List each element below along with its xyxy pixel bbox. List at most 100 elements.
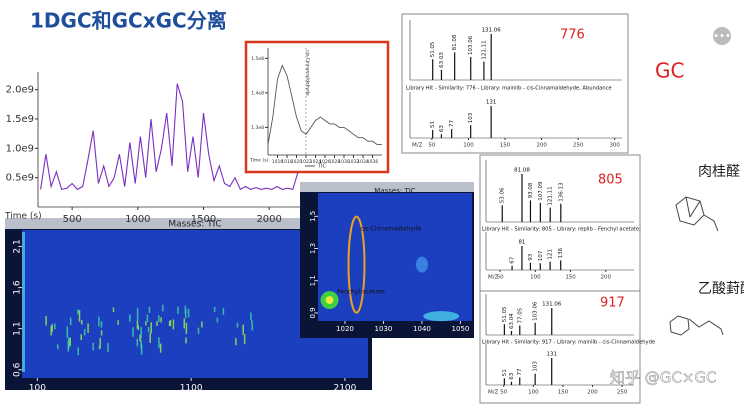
slide-title: 1DGC和GCxGC分离 (30, 9, 227, 33)
x-tick-label: 100 (530, 275, 541, 281)
blob (145, 321, 147, 326)
x-tick-label: 1016 (272, 159, 284, 165)
blob (98, 316, 100, 327)
x-tick-label: 1024 (310, 159, 322, 165)
x-tick-label: 1018 (281, 159, 293, 165)
peak-label: 107 (538, 250, 544, 261)
x-tick-label: 100 (29, 384, 46, 394)
menu-button[interactable] (713, 27, 731, 45)
peak-label: 63.03 (439, 52, 445, 68)
blob (139, 334, 141, 342)
blob (117, 320, 119, 325)
blob (66, 326, 69, 339)
y-tick-label: 1.5e9 (6, 114, 34, 125)
peak-label: 63 (509, 372, 515, 379)
x-tick-label: 1020 (336, 325, 354, 333)
x-tick-label: 150 (558, 390, 569, 396)
library-hit: Library Hit - Similarity: 917 - Library:… (482, 340, 655, 346)
blob (51, 324, 53, 332)
x-tick-label: 1034 (357, 159, 369, 165)
x-tick-label: 250 (617, 390, 628, 396)
peak-label: 53.06 (500, 187, 506, 203)
y-tick-label: 1.3e8 (251, 125, 264, 131)
structure (675, 196, 719, 232)
blob (222, 308, 225, 315)
peak-label: 93.08 (528, 182, 534, 198)
x-tick-label: 150 (565, 275, 576, 281)
blob (136, 320, 139, 329)
compound-name: 乙酸葑酯 (698, 281, 744, 297)
peak-label: 51.05 (502, 306, 508, 322)
blob (77, 309, 79, 315)
blob (235, 338, 237, 346)
line (267, 64, 382, 146)
x-tick-label: 1036 (367, 159, 379, 165)
blob (99, 337, 101, 349)
y-tick-label: 0.5e9 (6, 173, 34, 184)
x-tick-label: 300 (609, 143, 620, 149)
blob (250, 312, 252, 320)
blob (136, 308, 139, 320)
blob (69, 317, 72, 326)
watermark: 知乎 @GC×GC (610, 369, 717, 387)
blob (148, 306, 151, 313)
blob (22, 232, 25, 372)
x-axis-label: Time (s) (249, 158, 269, 164)
blob (100, 321, 103, 328)
x-axis-label: M/Z (488, 390, 499, 396)
blob (84, 328, 86, 336)
blob (183, 318, 186, 329)
inset-frame (244, 40, 390, 174)
blob (50, 325, 52, 336)
blob (149, 332, 151, 343)
blob (177, 306, 179, 314)
blob (325, 296, 334, 305)
blob (69, 337, 71, 347)
peak-label: 103 (533, 361, 539, 372)
peak-label: 51 (502, 369, 508, 376)
blob (251, 320, 253, 325)
peak-label: 51.05 (430, 41, 436, 57)
x-tick-label: 2000 (256, 214, 281, 225)
blob (423, 311, 460, 322)
peak-label: 131.06 (542, 302, 562, 308)
blob (243, 334, 246, 345)
peak-label: 103.06 (468, 35, 474, 55)
x-tick-label: 50 (500, 390, 507, 396)
blob (100, 330, 103, 336)
peak-label: 121.11 (481, 40, 487, 59)
x-tick-label: 1032 (348, 159, 360, 165)
similarity-score: 805 (598, 173, 623, 188)
peak-label: 93 (528, 253, 534, 260)
peak-label: cis-Cinnamaldehyde (360, 226, 421, 233)
blob (140, 343, 143, 355)
peak-label: 67 (510, 256, 516, 263)
x-tick-label: 1030 (338, 159, 350, 165)
peak-label: 107.09 (538, 181, 544, 201)
blob (415, 256, 428, 273)
x-tick-label: 1020 (291, 159, 303, 165)
heatmap-title: Masses: TIC (374, 187, 416, 195)
blob (80, 320, 83, 325)
spectrum-frame (479, 290, 641, 404)
peak-label: 81.08 (514, 168, 530, 174)
peak-label: 51 (430, 121, 436, 128)
side-label: GC (655, 59, 684, 83)
y-tick-label: 1.5e8 (251, 56, 264, 62)
peak-label: 121.11 (548, 186, 554, 205)
zoom-titlebar (300, 182, 474, 192)
peak-label: 77.05 (517, 307, 523, 323)
blob (161, 304, 164, 312)
peak-label: 77 (449, 120, 455, 127)
blob (56, 344, 59, 350)
x-axis-label: Time (s) (4, 212, 42, 222)
blob (216, 317, 219, 323)
peak-label: 136.13 (558, 182, 564, 202)
x-tick-label: 50 (497, 275, 504, 281)
x-tick-label: 1040 (413, 325, 431, 333)
blob (201, 321, 203, 328)
x-tick-label: 1028 (329, 159, 341, 165)
x-tick-label: 200 (536, 143, 547, 149)
x-tick-label: 150 (500, 143, 511, 149)
library-hit: Library Hit - Similarity: 805 - Library:… (482, 227, 641, 233)
